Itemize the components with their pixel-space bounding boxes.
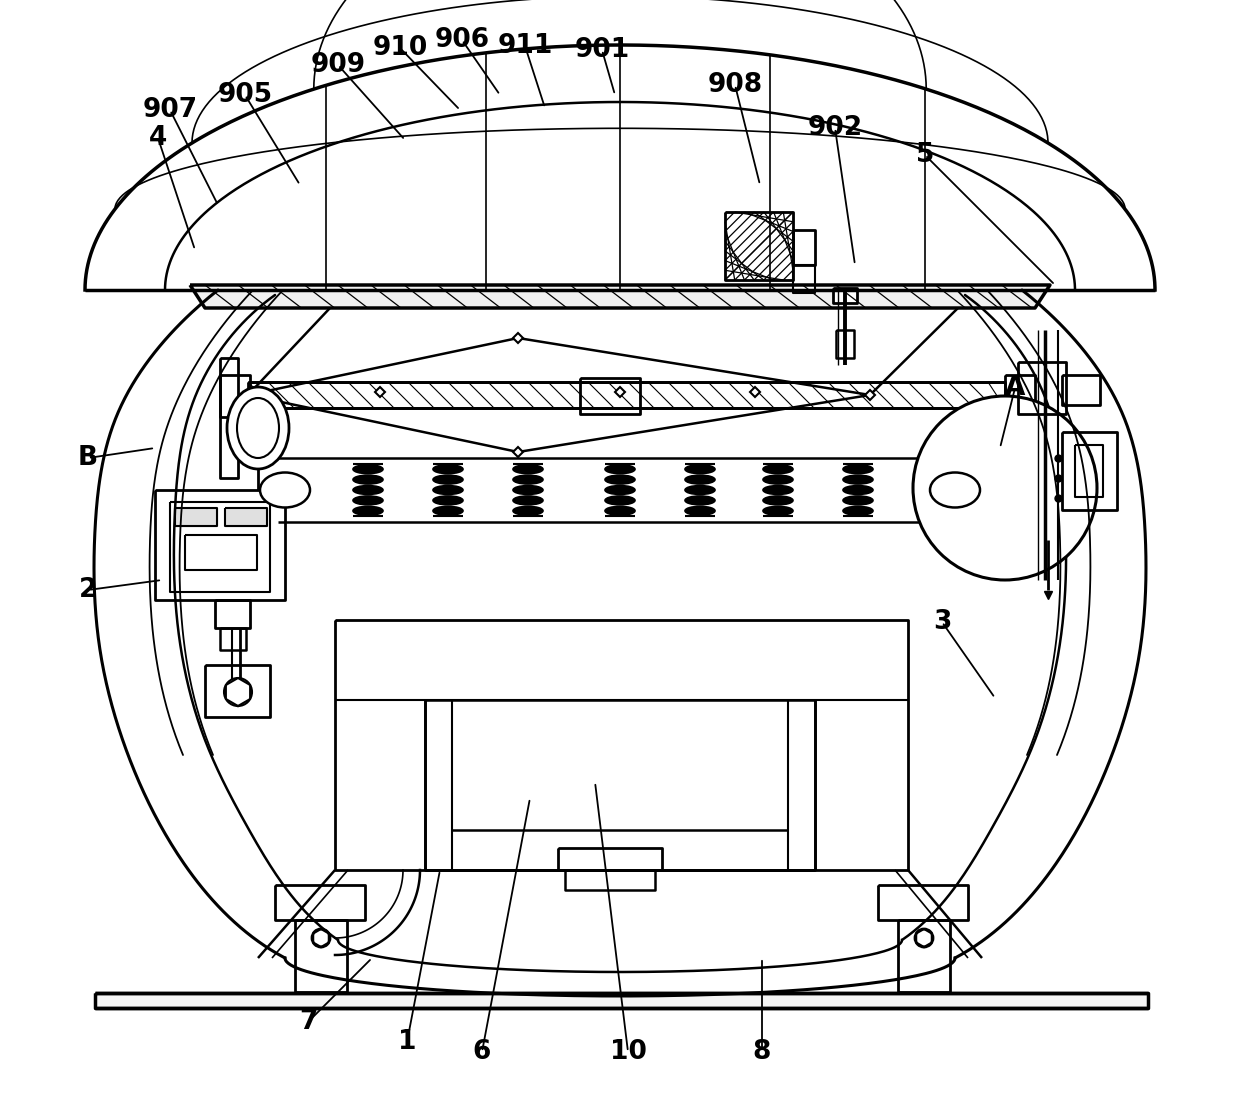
Ellipse shape [684, 496, 715, 504]
Ellipse shape [433, 475, 463, 484]
Polygon shape [565, 870, 655, 889]
Polygon shape [295, 920, 347, 992]
Ellipse shape [763, 475, 794, 484]
Ellipse shape [433, 464, 463, 473]
Text: 902: 902 [807, 115, 863, 141]
Ellipse shape [353, 496, 383, 504]
Ellipse shape [763, 496, 794, 504]
Polygon shape [175, 508, 217, 526]
Text: 905: 905 [217, 81, 273, 108]
Text: 4: 4 [149, 125, 167, 151]
Ellipse shape [353, 475, 383, 484]
Polygon shape [794, 264, 815, 294]
Ellipse shape [930, 472, 980, 508]
Polygon shape [155, 490, 285, 600]
Text: 2: 2 [79, 577, 97, 603]
Ellipse shape [224, 679, 252, 706]
Text: 10: 10 [610, 1039, 646, 1065]
Ellipse shape [605, 464, 635, 473]
Ellipse shape [763, 507, 794, 516]
Ellipse shape [353, 507, 383, 516]
Ellipse shape [513, 475, 543, 484]
Text: 1: 1 [398, 1029, 417, 1055]
Polygon shape [95, 993, 1148, 1008]
Ellipse shape [605, 475, 635, 484]
Polygon shape [725, 212, 794, 280]
Ellipse shape [237, 398, 279, 458]
Text: 908: 908 [708, 73, 763, 98]
Polygon shape [836, 330, 854, 358]
Polygon shape [190, 285, 1050, 308]
Polygon shape [1061, 375, 1100, 405]
Polygon shape [1018, 362, 1066, 414]
Circle shape [913, 396, 1097, 580]
Ellipse shape [433, 507, 463, 516]
Polygon shape [215, 600, 250, 628]
Ellipse shape [513, 507, 543, 516]
Ellipse shape [843, 485, 873, 494]
Polygon shape [833, 288, 857, 304]
Polygon shape [878, 885, 968, 920]
Ellipse shape [684, 507, 715, 516]
Polygon shape [794, 230, 815, 264]
Text: A: A [1004, 375, 1025, 401]
Ellipse shape [312, 929, 330, 947]
Text: 901: 901 [574, 37, 630, 62]
Polygon shape [580, 378, 640, 414]
Text: 3: 3 [932, 609, 951, 635]
Polygon shape [224, 508, 267, 526]
Polygon shape [205, 665, 270, 716]
Polygon shape [275, 885, 365, 920]
Ellipse shape [353, 464, 383, 473]
Ellipse shape [843, 507, 873, 516]
Text: B: B [78, 445, 98, 471]
Ellipse shape [605, 485, 635, 494]
Ellipse shape [843, 464, 873, 473]
Text: 909: 909 [310, 52, 366, 78]
Polygon shape [248, 382, 1004, 408]
Ellipse shape [513, 464, 543, 473]
Ellipse shape [605, 507, 635, 516]
Text: 8: 8 [753, 1039, 771, 1065]
Text: 906: 906 [434, 27, 490, 52]
Text: 5: 5 [916, 142, 934, 169]
Ellipse shape [227, 387, 289, 469]
Polygon shape [1004, 375, 1035, 417]
Ellipse shape [684, 475, 715, 484]
Polygon shape [219, 358, 238, 478]
Ellipse shape [260, 472, 310, 508]
Polygon shape [185, 535, 257, 570]
Ellipse shape [605, 496, 635, 504]
Ellipse shape [763, 485, 794, 494]
Ellipse shape [843, 475, 873, 484]
Ellipse shape [763, 464, 794, 473]
Polygon shape [425, 700, 815, 870]
Ellipse shape [513, 485, 543, 494]
Text: 7: 7 [299, 1009, 317, 1035]
Ellipse shape [513, 496, 543, 504]
Text: 6: 6 [472, 1039, 491, 1065]
Ellipse shape [433, 496, 463, 504]
Polygon shape [219, 628, 246, 650]
Ellipse shape [433, 485, 463, 494]
Polygon shape [219, 375, 250, 417]
Ellipse shape [843, 496, 873, 504]
Polygon shape [1061, 432, 1117, 510]
Text: 911: 911 [497, 33, 553, 59]
Text: 907: 907 [143, 97, 197, 123]
Polygon shape [898, 920, 950, 992]
Polygon shape [558, 848, 662, 870]
Text: 910: 910 [372, 35, 428, 61]
Ellipse shape [353, 485, 383, 494]
Ellipse shape [915, 929, 932, 947]
Ellipse shape [684, 485, 715, 494]
Ellipse shape [684, 464, 715, 473]
